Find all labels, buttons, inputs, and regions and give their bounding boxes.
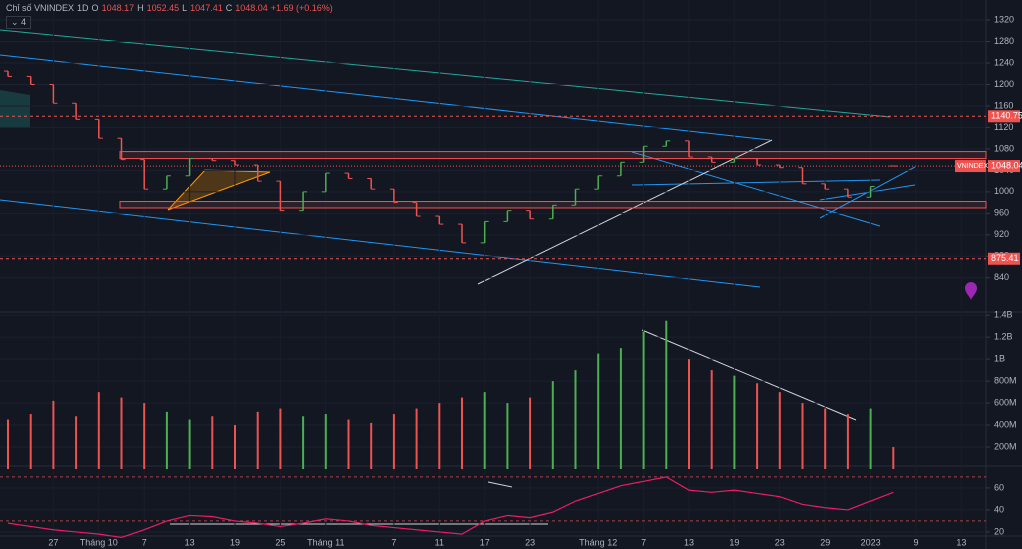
x-tick-label: 7	[391, 537, 396, 547]
trend-line	[0, 199, 761, 288]
x-tick-label: 2023	[861, 537, 881, 547]
x-tick-label: 23	[525, 537, 535, 547]
trend-line	[631, 179, 881, 186]
x-tick-label: 7	[142, 537, 147, 547]
price-zone	[119, 151, 987, 160]
ohlc-key: O	[91, 3, 99, 13]
x-tick-label: Tháng 12	[579, 537, 617, 547]
last-price-label: 1048.04	[991, 160, 1022, 170]
price-level-tag	[988, 110, 1020, 123]
y-tick-label: 840	[994, 272, 1009, 282]
triangle-drawing	[167, 169, 271, 211]
arrow-line	[477, 139, 773, 285]
x-tick-label: Tháng 11	[307, 537, 344, 547]
y-tick-label: 1.2B	[994, 332, 1013, 342]
symbol-tag	[955, 160, 986, 173]
ohlc-key: C	[225, 3, 233, 13]
price-level-label: 1140.75	[991, 111, 1022, 121]
x-tick-label: 7	[641, 537, 646, 547]
arrow-line	[487, 481, 513, 488]
x-tick-label: 9	[913, 537, 918, 547]
drawings	[0, 29, 916, 525]
x-tick-label: 13	[185, 537, 195, 547]
y-tick-label: 40	[994, 504, 1004, 514]
symbol: Chỉ số VNINDEX	[6, 3, 75, 13]
y-tick-label: 400M	[994, 419, 1017, 429]
x-tick-label: 13	[956, 537, 966, 547]
y-tick-label: 1000	[994, 186, 1014, 196]
x-tick-label: 17	[480, 537, 490, 547]
y-tick-label: 1160	[994, 100, 1013, 110]
y-tick-label: 600M	[994, 397, 1017, 407]
x-tick-label: 13	[684, 537, 694, 547]
x-tick-label: 29	[820, 537, 830, 547]
rsi-line	[7, 476, 894, 539]
x-tick-label: 11	[435, 537, 444, 547]
ohlc-key: L	[182, 3, 188, 13]
ohlc-value: 1047.41	[190, 3, 223, 13]
indicator-count: 4	[21, 17, 27, 27]
trend-line	[0, 29, 891, 118]
ohlc-value: 1048.04	[235, 3, 268, 13]
last-price-tag	[988, 160, 1020, 173]
ohlc-value: 1048.17	[101, 3, 135, 13]
alert-icon	[965, 282, 977, 300]
x-tick-label: Tháng 10	[80, 537, 118, 547]
symbol-tag-label: VNINDEX	[957, 163, 988, 170]
trend-line	[819, 184, 916, 201]
y-tick-label: 1.4B	[994, 310, 1013, 320]
indicator-toggle[interactable]: ⌄ 4	[6, 16, 32, 29]
arrow-line	[641, 329, 857, 421]
y-tick-label: 20	[994, 526, 1004, 536]
x-tick-label: 25	[275, 537, 285, 547]
y-tick-label: 1120	[994, 122, 1013, 132]
ohlc-value: 1052.45	[146, 3, 180, 13]
x-tick-label: 19	[729, 537, 739, 547]
change: +1.69 (+0.16%)	[270, 3, 333, 13]
y-tick-label: 800M	[994, 375, 1017, 385]
y-tick-label: 1080	[994, 143, 1014, 153]
y-tick-label: 1B	[994, 354, 1005, 364]
y-tick-label: 1240	[994, 57, 1014, 67]
y-tick-label: 200M	[994, 441, 1017, 451]
x-tick-label: 23	[775, 537, 785, 547]
area-shade	[0, 90, 30, 128]
ohlc-key: H	[137, 3, 144, 13]
y-tick-label: 1280	[994, 36, 1014, 46]
price-level-label: 875.41	[991, 253, 1019, 263]
y-tick-label: 1200	[994, 79, 1014, 89]
x-tick-label: 19	[230, 537, 240, 547]
legend-header: Chỉ số VNINDEX 1D O 1048.17 H 1052.45 L 1047.41…	[6, 3, 336, 13]
price-level-tag	[988, 252, 1020, 265]
x-tick-label: 27	[48, 537, 58, 547]
y-tick-label: 60	[994, 482, 1004, 492]
y-tick-label: 960	[994, 208, 1009, 218]
y-tick-label: 1320	[994, 14, 1014, 24]
interval: 1D	[77, 3, 89, 13]
y-tick-label: 920	[994, 229, 1009, 239]
trend-line	[0, 54, 771, 141]
